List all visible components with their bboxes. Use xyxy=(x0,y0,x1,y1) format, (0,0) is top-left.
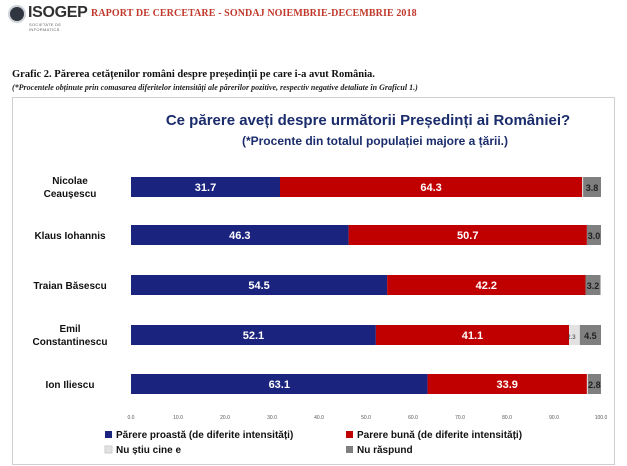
data-label: 3.2 xyxy=(587,281,600,291)
bar-segment xyxy=(427,374,587,394)
chart-legend: Părere proastă (de diferite intensități)… xyxy=(104,430,522,456)
category-label-line: Klaus Iohannis xyxy=(34,231,106,242)
bar-segment xyxy=(131,177,280,197)
bar-segment xyxy=(569,325,580,345)
bar-segment xyxy=(586,374,588,394)
x-tick-label: 80.0 xyxy=(502,415,512,421)
data-label: 54.5 xyxy=(248,280,269,292)
bar-segment xyxy=(279,177,583,197)
data-label: 4.5 xyxy=(584,331,597,341)
chart-title: Ce părere aveți despre următorii Președi… xyxy=(166,112,570,129)
logo-subtext: SOCIETATE DE INFORMATICĂ xyxy=(29,22,62,32)
x-tick-label: 100.0 xyxy=(595,415,608,421)
logo-text: ISOGEP xyxy=(28,4,88,21)
bar-segment xyxy=(131,275,388,295)
data-label: 64.3 xyxy=(420,182,441,194)
data-label: 42.2 xyxy=(476,280,497,292)
legend-label: Nu știu cine e xyxy=(116,445,181,456)
x-tick-label: 20.0 xyxy=(220,415,230,421)
data-label: 63.1 xyxy=(269,379,290,391)
category-label-line: Ceaușescu xyxy=(44,189,97,200)
bar-segment xyxy=(131,374,428,394)
bars-group: Nicolae Ceaușescu 31.7 64.3 3.8 Klaus Iohanni… xyxy=(32,176,601,394)
isogep-logo: ISOGEP SOCIETATE DE INFORMATICĂ xyxy=(8,4,88,35)
x-axis-ticks: 0.0 10.0 20.0 30.0 40.0 50.0 60.0 70.0 80.0 90.0 1… xyxy=(128,415,608,421)
bar-segment xyxy=(582,177,584,197)
chart-frame: Ce părere aveți despre următorii Președi… xyxy=(12,97,615,465)
x-tick-label: 10.0 xyxy=(173,415,183,421)
data-label: 31.7 xyxy=(195,182,216,194)
x-tick-label: 60.0 xyxy=(408,415,418,421)
legend-swatch xyxy=(105,431,112,438)
bar-segment xyxy=(375,325,570,345)
category-label: Nicolae Ceaușescu xyxy=(44,176,97,200)
category-label-line: Nicolae xyxy=(52,176,88,187)
x-tick-label: 50.0 xyxy=(361,415,371,421)
data-label: 46.3 xyxy=(229,230,250,242)
bar-segment xyxy=(348,225,587,245)
legend-swatch xyxy=(346,446,353,453)
category-label-line: Emil xyxy=(59,324,80,335)
category-label: Emil Constantinescu xyxy=(32,324,107,348)
data-label: 2.8 xyxy=(588,380,601,390)
data-label: 50.7 xyxy=(457,230,478,242)
logo-globe-icon xyxy=(8,5,26,23)
bar-segment xyxy=(131,325,376,345)
legend-swatch xyxy=(346,431,353,438)
category-label-line: Ion Iliescu xyxy=(46,380,95,391)
legend-swatch xyxy=(104,445,113,454)
data-label: 33.9 xyxy=(497,379,518,391)
legend-label: Nu răspund xyxy=(357,445,413,456)
bar-segment xyxy=(585,275,601,295)
bar-segment xyxy=(586,225,601,245)
data-label: 52.1 xyxy=(243,330,264,342)
data-label: 2.3 xyxy=(567,335,576,341)
figure-note: (*Procentele obținute prin comasarea dif… xyxy=(12,83,418,92)
data-label: 3.8 xyxy=(586,183,599,193)
category-label-line: Constantinescu xyxy=(32,337,107,348)
data-label: 41.1 xyxy=(462,330,483,342)
chart-subtitle: (*Procente din totalul populației majore… xyxy=(242,134,508,148)
bar-segment xyxy=(579,325,601,345)
x-tick-label: 40.0 xyxy=(314,415,324,421)
bar-segment xyxy=(387,275,586,295)
x-tick-label: 90.0 xyxy=(549,415,559,421)
chart-svg: Ce părere aveți despre următorii Președi… xyxy=(32,112,608,456)
bar-segment xyxy=(131,225,349,245)
bar-segment xyxy=(583,177,601,197)
data-label: 3.0 xyxy=(588,231,601,241)
x-tick-label: 30.0 xyxy=(267,415,277,421)
legend-label: Parere bună (de diferite intensități) xyxy=(357,430,522,441)
figure-title: Grafic 2. Părerea cetățenilor români des… xyxy=(12,69,375,80)
x-tick-label: 0.0 xyxy=(128,415,135,421)
x-tick-label: 70.0 xyxy=(455,415,465,421)
category-label: Ion Iliescu xyxy=(46,380,95,391)
category-label: Klaus Iohannis xyxy=(34,231,106,242)
report-header-title: RAPORT DE CERCETARE - SONDAJ NOIEMBRIE-D… xyxy=(91,8,417,19)
legend-label: Părere proastă (de diferite intensități) xyxy=(116,430,293,441)
bar-segment xyxy=(587,374,601,394)
category-label-line: Traian Băsescu xyxy=(33,281,106,292)
category-label: Traian Băsescu xyxy=(33,281,106,292)
